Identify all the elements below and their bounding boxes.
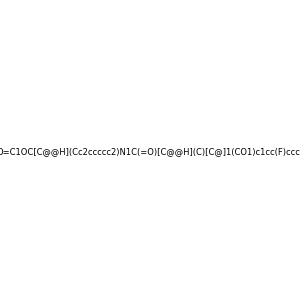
Text: O=C1OC[C@@H](Cc2ccccc2)N1C(=O)[C@@H](C)[C@]1(CO1)c1cc(F)ccc1F: O=C1OC[C@@H](Cc2ccccc2)N1C(=O)[C@@H](C)[… <box>0 147 300 156</box>
